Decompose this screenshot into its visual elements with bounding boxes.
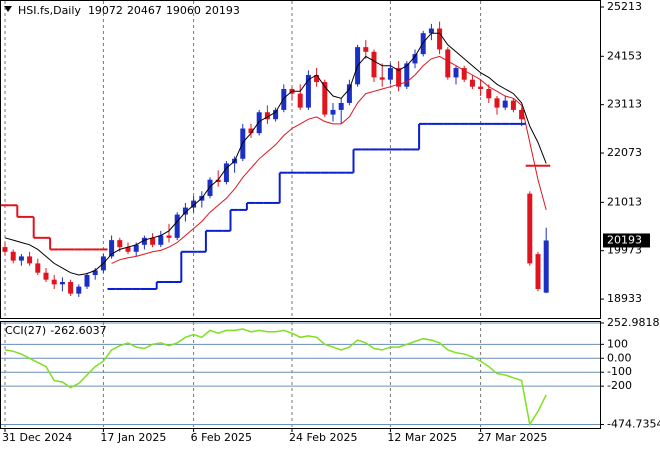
y-tick-label: 25213 [607, 0, 642, 13]
candle-body [68, 282, 74, 294]
candle-body [174, 214, 180, 238]
candle-body [437, 28, 443, 50]
candle-body [363, 47, 369, 52]
candle-body [191, 200, 197, 208]
x-tick-label: 31 Dec 2024 [2, 431, 72, 444]
candle-body [117, 240, 123, 248]
y-tick-label: -200 [607, 379, 632, 392]
candle-body [305, 75, 311, 108]
x-tick-label: 17 Jan 2025 [100, 431, 166, 444]
candle-body [10, 251, 16, 261]
candle-body [387, 68, 393, 80]
x-tick-label: 12 Mar 2025 [387, 431, 457, 444]
candle-body [330, 109, 336, 115]
y-tick-label: 21013 [607, 195, 642, 208]
candle-body [519, 109, 525, 120]
candle-body [478, 86, 484, 89]
candle-body [59, 282, 65, 285]
candle-body [281, 88, 287, 110]
candle-body [207, 179, 213, 196]
price-box [603, 233, 650, 248]
header-close: 20193 [205, 4, 240, 17]
candle-body [420, 33, 426, 55]
candle-body [428, 28, 434, 34]
candle-body [314, 75, 320, 83]
x-tick-label: 6 Feb 2025 [191, 431, 252, 444]
candle-body [379, 77, 385, 80]
candle-body [322, 82, 328, 115]
candle-body [404, 63, 410, 87]
candle-body [396, 68, 402, 87]
candle-body [166, 235, 172, 238]
cci-header: CCI(27) -262.6037 [5, 324, 107, 337]
candle-body [150, 237, 156, 245]
cci-title: CCI(27) [5, 324, 46, 337]
menu-triangle [4, 6, 12, 12]
candle-body [273, 109, 279, 120]
candle-body [494, 98, 500, 108]
y-tick-label: -474.7354 [607, 417, 660, 430]
candle-body [346, 84, 352, 103]
candle-body [76, 286, 82, 294]
candle-body [2, 247, 8, 252]
candle-body [141, 237, 147, 245]
candle-body [445, 49, 451, 78]
y-tick-label: 100 [607, 337, 628, 350]
x-tick-label: 27 Mar 2025 [478, 431, 548, 444]
header-open: 19072 [88, 4, 123, 17]
candle-body [84, 275, 90, 287]
y-tick-label: 22073 [607, 146, 642, 159]
main-panel-frame [0, 0, 601, 319]
candle-body [18, 256, 24, 261]
candle-body [125, 247, 131, 252]
cci-line [4, 328, 547, 427]
candle-body [109, 240, 115, 257]
candle-body [502, 100, 508, 108]
cci-last-value: -262.6037 [50, 324, 106, 337]
indicator-line [4, 32, 547, 276]
indicator-line [111, 55, 547, 264]
y-tick-label: -100 [607, 365, 632, 378]
candle-body [182, 207, 188, 215]
candle-body [486, 88, 492, 99]
candle-body [27, 256, 33, 264]
candle-body [223, 163, 229, 183]
candle-body [264, 112, 270, 120]
y-tick-label: 24153 [607, 49, 642, 62]
x-tick-label: 24 Feb 2025 [289, 431, 357, 444]
candle-body [158, 235, 164, 245]
candle-body [510, 100, 516, 110]
candle-body [412, 54, 418, 64]
header-low: 19060 [166, 4, 201, 17]
current-price: 20193 [607, 233, 642, 246]
candle-body [297, 93, 303, 108]
candle-body [215, 179, 221, 183]
candle-body [527, 193, 533, 264]
header-high: 20467 [127, 4, 162, 17]
candle-body [92, 270, 98, 276]
candle-body [338, 102, 344, 110]
y-tick-label: 0.00 [607, 351, 632, 364]
candle-body [535, 254, 541, 289]
candle-body [453, 68, 459, 78]
chart-title: HSI.fs,Daily [18, 4, 81, 17]
candle-body [51, 279, 57, 285]
y-tick-label: 252.9818 [607, 316, 660, 329]
candle-body [543, 240, 549, 293]
chart-header: HSI.fs,Daily 19072 20467 19060 20193 [18, 4, 240, 17]
candle-body [133, 244, 139, 252]
candle-body [469, 79, 475, 87]
y-tick-label: 18933 [607, 292, 642, 305]
candle-body [43, 272, 49, 280]
candle-body [256, 112, 262, 134]
candle-body [371, 51, 377, 78]
candle-body [248, 128, 254, 134]
y-tick-label: 23113 [607, 98, 642, 111]
cci-panel-frame [0, 321, 601, 429]
candle-body [35, 263, 41, 273]
candle-body [461, 68, 467, 80]
